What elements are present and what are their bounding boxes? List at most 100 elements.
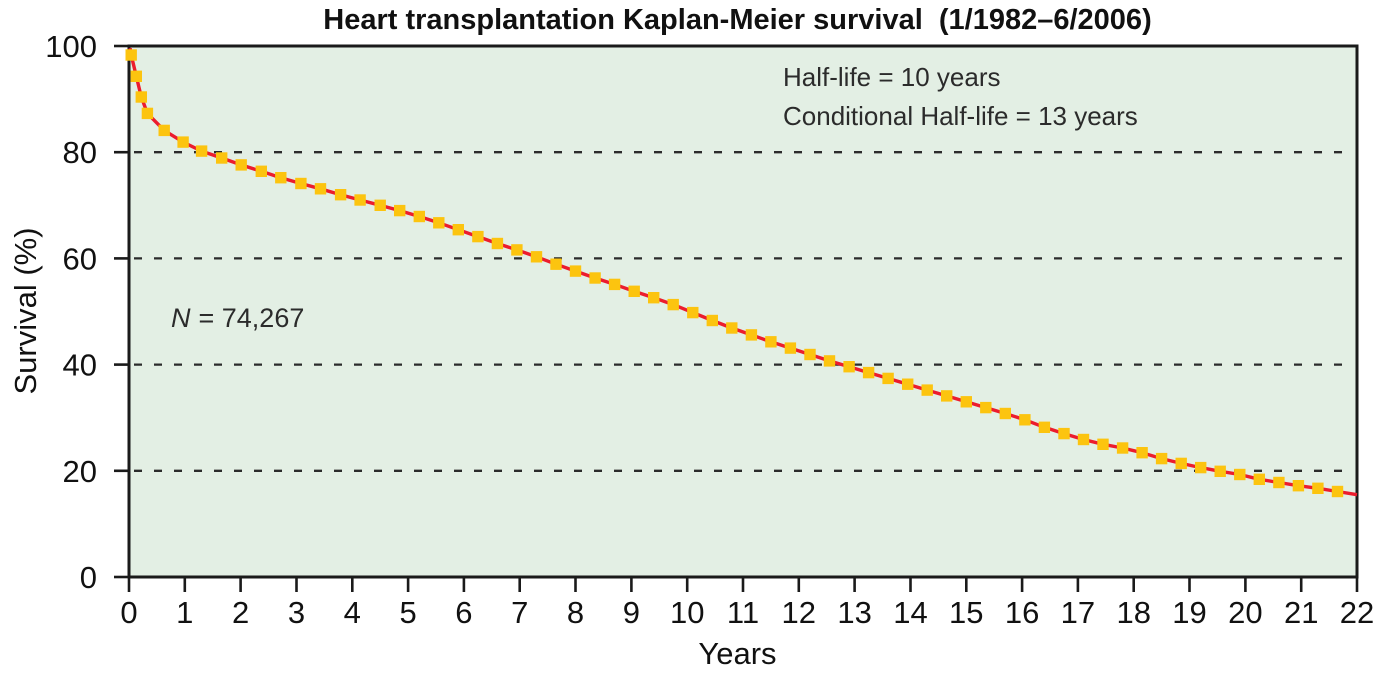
x-tick-label: 9 [623, 595, 640, 630]
x-tick-label: 18 [1116, 595, 1150, 630]
data-marker [472, 230, 484, 243]
data-marker [413, 210, 425, 223]
data-marker [1234, 468, 1246, 481]
data-marker [1273, 476, 1285, 489]
x-tick-label: 16 [1005, 595, 1039, 630]
x-tick-label: 6 [455, 595, 472, 630]
data-marker [130, 70, 142, 82]
x-tick-label: 21 [1284, 595, 1318, 630]
data-marker [125, 49, 137, 61]
y-tick-label: 60 [63, 241, 97, 276]
data-marker [706, 314, 718, 327]
data-marker [921, 384, 933, 396]
x-tick-label: 8 [567, 595, 584, 630]
y-tick-label: 20 [63, 454, 97, 489]
data-marker [980, 401, 992, 414]
data-marker [804, 348, 816, 361]
data-marker [726, 322, 738, 334]
n-annotation: N = 74,267 [171, 303, 304, 334]
data-marker [1253, 473, 1265, 485]
data-marker [394, 204, 406, 217]
data-marker [589, 272, 601, 284]
x-tick-label: 1 [176, 595, 193, 630]
data-marker [648, 292, 660, 304]
x-tick-label: 22 [1340, 595, 1374, 630]
data-marker [550, 258, 562, 270]
x-tick-label: 14 [893, 595, 927, 630]
x-tick-label: 10 [670, 595, 704, 630]
x-tick-label: 0 [120, 595, 137, 630]
x-axis-title: Years [698, 636, 777, 671]
x-tick-label: 19 [1172, 595, 1206, 630]
y-tick-label: 40 [63, 348, 97, 383]
data-marker [1058, 427, 1070, 440]
data-marker [255, 165, 267, 177]
data-marker [1312, 482, 1324, 494]
x-tick-label: 13 [837, 595, 871, 630]
data-marker [628, 285, 640, 297]
x-tick-label: 4 [344, 595, 361, 630]
data-marker [177, 136, 189, 148]
data-marker [1136, 447, 1148, 459]
data-marker [843, 361, 855, 373]
data-marker [433, 217, 445, 229]
data-marker [1097, 438, 1109, 450]
data-marker [882, 372, 894, 385]
y-tick-label: 100 [45, 29, 97, 64]
data-marker [275, 172, 287, 184]
plot-area [129, 46, 1357, 577]
data-marker [334, 189, 347, 201]
x-tick-label: 12 [782, 595, 816, 630]
n-symbol: N [171, 303, 191, 333]
conditional-halflife-line: Conditional Half-life = 13 years [783, 101, 1138, 131]
data-marker [784, 342, 797, 354]
data-marker [1214, 465, 1226, 477]
data-marker [491, 237, 504, 250]
x-tick-label: 11 [727, 595, 759, 630]
data-marker [141, 107, 154, 120]
data-marker [999, 407, 1011, 420]
data-marker [745, 329, 758, 341]
halflife-annotation: Half-life = 10 years Conditional Half-li… [783, 58, 1138, 136]
x-tick-label: 7 [511, 595, 528, 630]
data-marker [569, 265, 582, 277]
data-marker [511, 244, 523, 256]
data-marker [530, 251, 543, 263]
data-marker [608, 278, 621, 291]
data-marker [1077, 433, 1090, 446]
y-tick-label: 0 [80, 560, 97, 595]
data-marker [862, 366, 875, 379]
data-marker [354, 194, 366, 206]
x-tick-label: 2 [232, 595, 249, 630]
data-marker [452, 224, 464, 236]
data-marker [235, 159, 247, 171]
data-marker [374, 199, 386, 211]
data-marker [135, 91, 147, 103]
x-tick-label: 15 [949, 595, 983, 630]
data-marker [687, 306, 699, 319]
data-marker [1155, 452, 1168, 465]
data-marker [1175, 457, 1187, 470]
data-marker [295, 177, 307, 190]
data-marker [960, 396, 972, 408]
data-marker [1038, 421, 1051, 433]
y-axis-title: Survival (%) [8, 227, 43, 395]
halflife-line: Half-life = 10 years [783, 62, 1001, 92]
data-marker [195, 145, 208, 157]
data-marker [823, 355, 836, 367]
x-tick-label: 3 [288, 595, 305, 630]
y-tick-label: 80 [63, 135, 97, 170]
n-value: = 74,267 [198, 303, 305, 333]
data-marker [902, 378, 914, 390]
data-marker [216, 152, 228, 164]
data-marker [158, 124, 170, 137]
data-marker [1019, 414, 1031, 426]
data-marker [765, 336, 777, 348]
x-tick-label: 5 [399, 595, 416, 630]
chart-title: Heart transplantation Kaplan-Meier survi… [323, 4, 1152, 36]
data-marker [1116, 442, 1129, 454]
data-marker [667, 298, 679, 311]
plot-frame [127, 44, 1359, 579]
